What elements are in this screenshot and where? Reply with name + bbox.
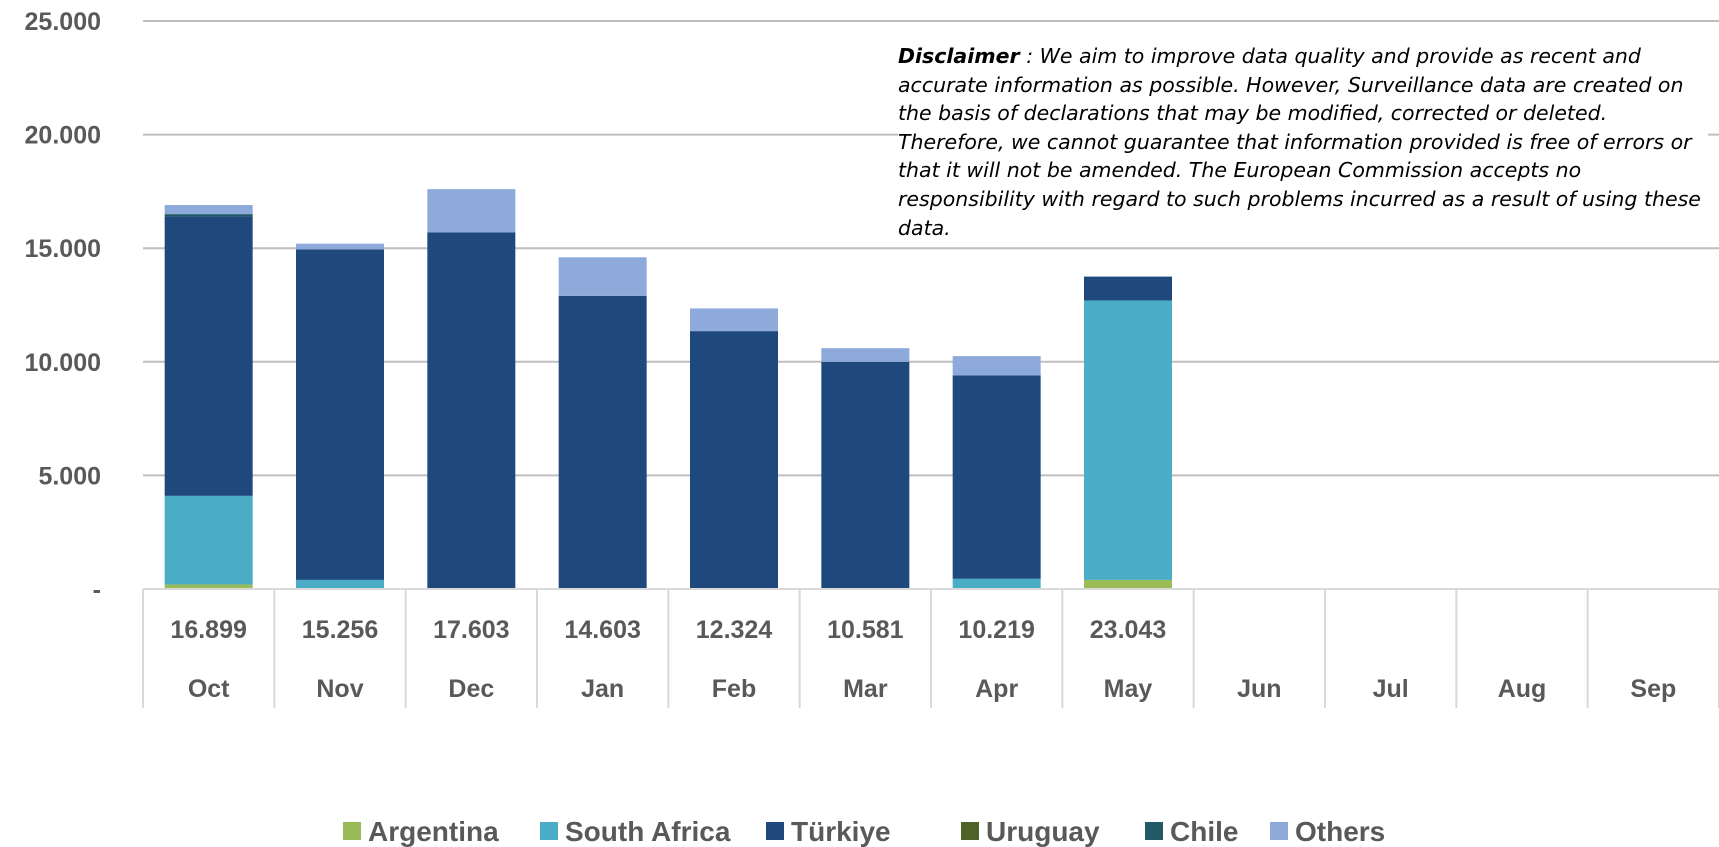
bar-segment xyxy=(952,356,1041,376)
total-label: 10.219 xyxy=(958,616,1034,644)
legend-label: Uruguay xyxy=(986,816,1100,847)
category-label: Jun xyxy=(1237,675,1281,703)
total-label: 12.324 xyxy=(696,616,773,644)
legend-label: Chile xyxy=(1170,816,1238,847)
bar-segment xyxy=(558,257,647,296)
total-label: 17.603 xyxy=(433,616,509,644)
total-label: 15.256 xyxy=(302,616,378,644)
bar-segment xyxy=(821,348,910,362)
disclaimer-note: Disclaimer : We aim to improve data qual… xyxy=(898,42,1708,243)
total-label: 14.603 xyxy=(564,616,640,644)
legend: Argentina South Africa Türkiye Uruguay Chile… xyxy=(343,816,1385,847)
bar-segment xyxy=(296,249,384,580)
legend-swatch xyxy=(343,822,361,840)
bars xyxy=(164,189,1172,589)
category-label: Nov xyxy=(316,675,363,703)
legend-swatch xyxy=(961,822,979,840)
axis: - 5.000 10.000 15.000 20.000 25.000 xyxy=(25,8,101,604)
y-tick-label: 15.000 xyxy=(25,235,101,263)
y-tick-label: 25.000 xyxy=(25,8,101,36)
bar-segment xyxy=(164,216,253,496)
legend-swatch xyxy=(766,822,784,840)
bar-segment xyxy=(1084,579,1172,589)
legend-label: Türkiye xyxy=(791,816,891,847)
bar-segment xyxy=(952,578,1041,589)
bar-segment xyxy=(164,495,253,585)
bar-segment xyxy=(821,361,910,589)
category-label: Apr xyxy=(975,675,1018,703)
bar-segment xyxy=(690,331,778,589)
category-label: Jul xyxy=(1373,675,1409,703)
bar-segment xyxy=(296,243,384,250)
legend-swatch xyxy=(1145,822,1163,840)
bar-segment xyxy=(427,189,516,233)
category-label: Jan xyxy=(581,675,624,703)
y-tick-label: 10.000 xyxy=(25,349,101,377)
category-label: Aug xyxy=(1498,675,1547,703)
legend-label: Others xyxy=(1295,816,1385,847)
data-table: 16.899 Oct 15.256 Nov 17.603 Dec 14.603 Jan 12.3… xyxy=(142,588,1719,708)
bar-segment xyxy=(296,579,384,589)
bar-segment xyxy=(690,308,778,332)
total-label: 23.043 xyxy=(1090,616,1166,644)
total-label: 10.581 xyxy=(827,616,904,644)
category-label: Sep xyxy=(1630,675,1676,703)
bar-segment xyxy=(1084,276,1172,301)
bar-segment xyxy=(558,295,647,589)
legend-swatch xyxy=(1270,822,1288,840)
disclaimer-text: : We aim to improve data quality and pro… xyxy=(898,44,1701,240)
bar-segment xyxy=(952,375,1041,579)
bar-segment xyxy=(164,584,253,589)
legend-label: Argentina xyxy=(368,816,499,847)
disclaimer-title: Disclaimer xyxy=(898,44,1020,68)
category-label: May xyxy=(1104,675,1153,703)
bar-segment xyxy=(1084,300,1172,580)
category-label: Dec xyxy=(448,675,494,703)
category-label: Mar xyxy=(843,675,888,703)
legend-label: South Africa xyxy=(565,816,731,847)
total-label: 16.899 xyxy=(170,616,246,644)
category-label: Feb xyxy=(712,675,756,703)
y-tick-label: 20.000 xyxy=(25,122,101,150)
bar-segment xyxy=(164,205,253,215)
category-label: Oct xyxy=(188,675,230,703)
bar-segment xyxy=(427,232,516,589)
bar-segment xyxy=(164,214,253,217)
y-tick-label: - xyxy=(93,576,101,604)
legend-swatch xyxy=(540,822,558,840)
y-tick-label: 5.000 xyxy=(38,462,101,490)
